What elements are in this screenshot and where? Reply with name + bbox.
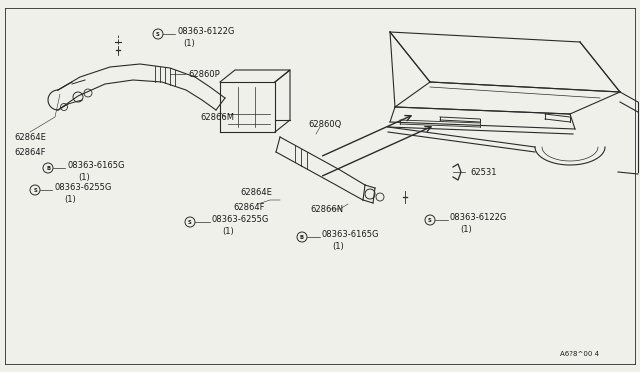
Text: (1): (1) (78, 173, 90, 182)
Text: S: S (428, 218, 432, 222)
Text: 08363-6122G: 08363-6122G (177, 26, 234, 35)
Text: 62864E: 62864E (14, 132, 46, 141)
Text: (1): (1) (222, 227, 234, 235)
Text: (1): (1) (183, 38, 195, 48)
Text: B: B (46, 166, 50, 170)
Text: 08363-6255G: 08363-6255G (212, 215, 269, 224)
Text: 62866M: 62866M (200, 112, 234, 122)
Text: 62860Q: 62860Q (308, 119, 341, 128)
Text: S: S (33, 187, 37, 192)
Text: (1): (1) (460, 224, 472, 234)
Text: B: B (300, 234, 304, 240)
Text: 62864F: 62864F (14, 148, 45, 157)
Text: A6?8^00 4: A6?8^00 4 (560, 351, 599, 357)
Text: 62860P: 62860P (188, 70, 220, 78)
Text: 62864F: 62864F (233, 202, 264, 212)
Text: (1): (1) (64, 195, 76, 203)
Text: (1): (1) (332, 241, 344, 250)
Text: 62864E: 62864E (240, 187, 272, 196)
Text: 08363-6165G: 08363-6165G (67, 160, 125, 170)
Text: 08363-6122G: 08363-6122G (450, 212, 508, 221)
Text: S: S (188, 219, 192, 224)
Text: 62866N: 62866N (310, 205, 343, 214)
Text: S: S (156, 32, 160, 36)
Text: 62531: 62531 (470, 167, 497, 176)
Text: 08363-6255G: 08363-6255G (54, 183, 111, 192)
Text: 08363-6165G: 08363-6165G (322, 230, 380, 238)
